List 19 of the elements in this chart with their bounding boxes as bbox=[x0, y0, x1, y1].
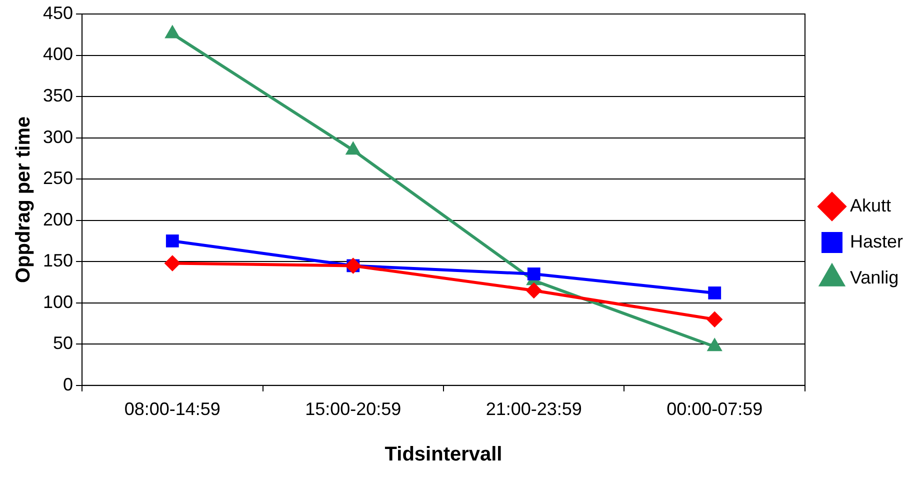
x-tick-label: 15:00-20:59 bbox=[305, 399, 402, 420]
y-tick-label: 300 bbox=[42, 126, 74, 147]
legend-label: Haster bbox=[850, 231, 904, 252]
y-tick-label: 100 bbox=[42, 292, 74, 312]
legend-label: Akutt bbox=[850, 195, 892, 216]
y-tick-label: 250 bbox=[42, 168, 74, 188]
y-tick-label: 400 bbox=[42, 44, 74, 64]
y-tick-label: 450 bbox=[42, 2, 74, 23]
y-axis-title: Oppdrag per time bbox=[12, 116, 35, 284]
legend-label: Vanlig bbox=[850, 267, 899, 288]
y-tick-label: 150 bbox=[42, 250, 74, 271]
x-tick-label: 08:00-14:59 bbox=[124, 399, 220, 420]
x-tick-label: 21:00-23:59 bbox=[486, 399, 582, 420]
y-tick-label: 200 bbox=[42, 209, 74, 230]
x-axis-title: Tidsintervall bbox=[384, 444, 502, 466]
y-tick-label: 350 bbox=[42, 86, 74, 106]
y-tick-label: 0 bbox=[63, 374, 74, 394]
x-tick-label: 00:00-07:59 bbox=[666, 399, 763, 420]
y-tick-label: 50 bbox=[53, 333, 74, 354]
